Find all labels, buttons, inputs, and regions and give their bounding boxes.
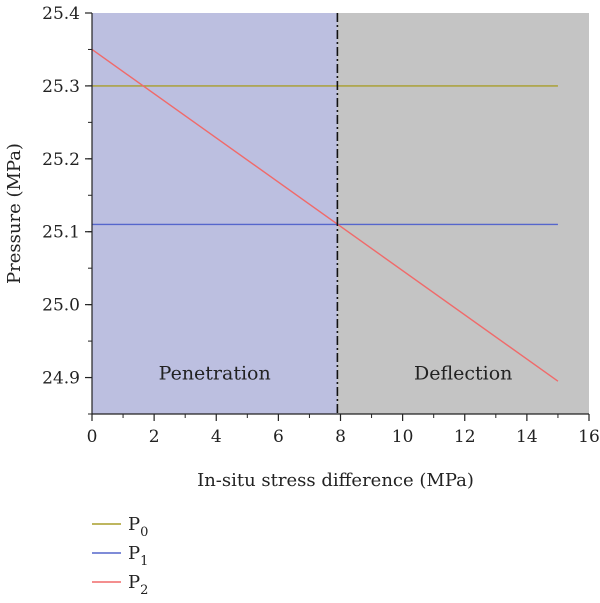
region-penetration bbox=[92, 13, 338, 414]
series-line-p2 bbox=[91, 48, 559, 382]
x-tick-label: 8 bbox=[335, 427, 346, 447]
x-tick-label: 12 bbox=[454, 427, 476, 447]
x-tick-label: 4 bbox=[211, 427, 222, 447]
chart-regions bbox=[92, 13, 589, 414]
y-tick-label: 24.9 bbox=[42, 369, 80, 389]
x-axis-title: In-situ stress difference (MPa) bbox=[197, 470, 474, 491]
x-tick-label: 16 bbox=[578, 427, 600, 447]
y-axis-title: Pressure (MPa) bbox=[4, 143, 25, 284]
x-tick-label: 10 bbox=[392, 427, 414, 447]
chart-axes: 0 2 4 6 8 10 12 14 16 24.9 25.0 25.1 25.2 25.3 25.4 bbox=[42, 4, 600, 447]
y-tick-label: 25.2 bbox=[42, 150, 80, 170]
y-tick-label: 25.3 bbox=[42, 77, 80, 97]
y-tick-label: 25.0 bbox=[42, 296, 80, 316]
region-labels: Penetration Deflection bbox=[159, 363, 513, 385]
legend-label-p0: P0 bbox=[128, 514, 148, 540]
x-tick-label: 2 bbox=[149, 427, 160, 447]
chart-series bbox=[91, 48, 559, 382]
region-label-deflection: Deflection bbox=[414, 363, 512, 385]
y-tick-label: 25.4 bbox=[42, 4, 80, 24]
region-deflection bbox=[337, 13, 589, 414]
legend: P0 P1 P2 bbox=[92, 514, 148, 598]
x-tick-label: 0 bbox=[87, 427, 98, 447]
x-tick-label: 6 bbox=[273, 427, 284, 447]
legend-label-p1: P1 bbox=[128, 543, 148, 569]
y-tick-label: 25.1 bbox=[42, 223, 80, 243]
x-tick-label: 14 bbox=[516, 427, 538, 447]
region-label-penetration: Penetration bbox=[159, 363, 271, 385]
legend-label-p2: P2 bbox=[128, 572, 148, 598]
